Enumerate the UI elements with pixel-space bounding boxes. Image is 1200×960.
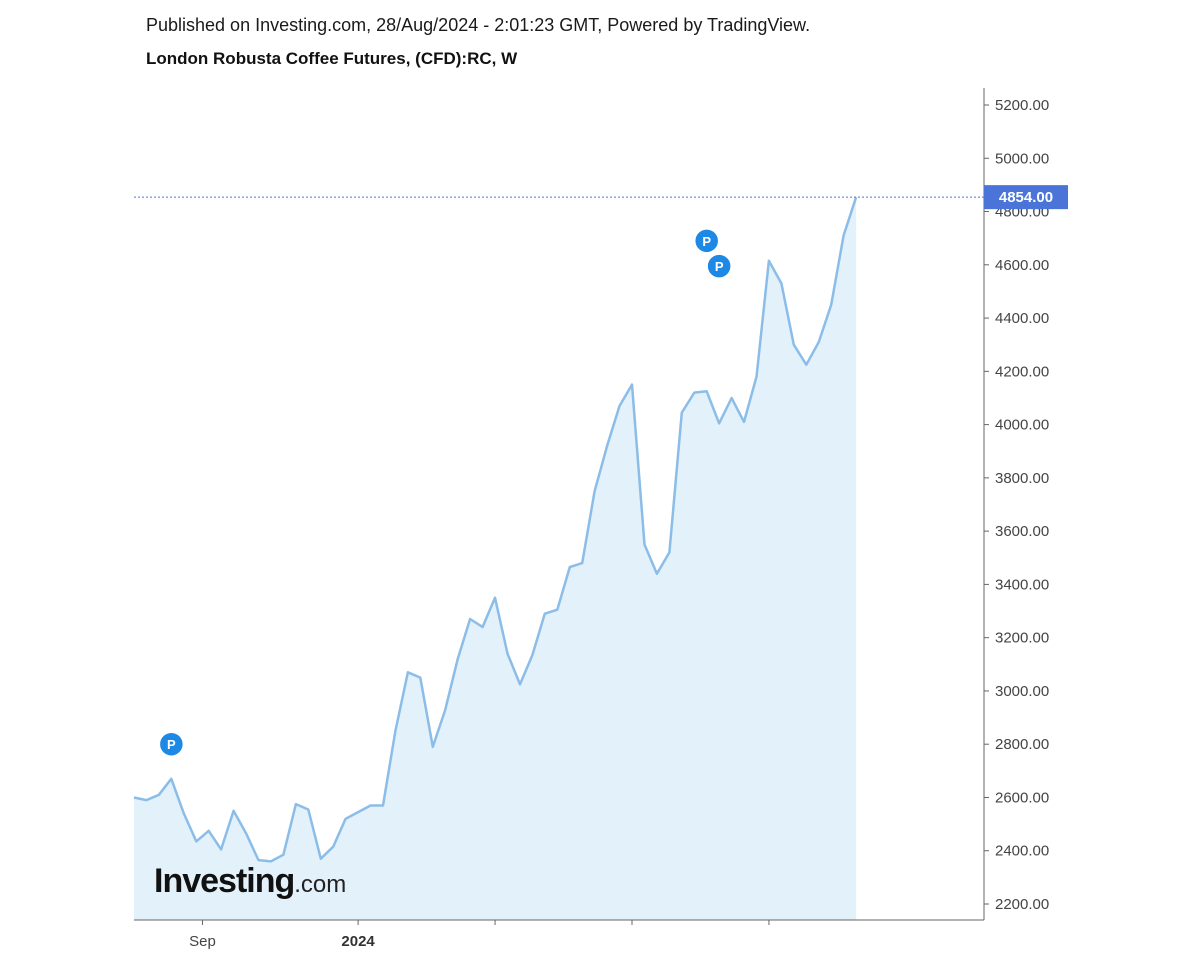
y-tick-label: 4000.00	[995, 417, 1049, 434]
y-tick-label: 3600.00	[995, 523, 1049, 540]
last-price-badge	[984, 185, 1068, 210]
y-tick-label: 2600.00	[995, 789, 1049, 806]
y-tick-label: 5000.00	[995, 150, 1049, 167]
investing-logo: Investing.com	[154, 862, 346, 901]
marker-circle	[693, 228, 720, 254]
marker-label: P	[702, 234, 711, 249]
y-tick-label: 4400.00	[995, 310, 1049, 327]
marker-label: P	[167, 737, 176, 752]
y-tick-label: 5200.00	[995, 97, 1049, 114]
y-tick-label: 4600.00	[995, 257, 1049, 274]
event-marker: P	[158, 731, 185, 757]
price-line	[133, 196, 858, 863]
marker-circle	[158, 731, 185, 757]
event-markers: PPP	[158, 228, 732, 757]
line-layer	[133, 196, 858, 863]
y-tick-label: 3800.00	[995, 470, 1049, 487]
event-marker: P	[693, 228, 720, 254]
event-marker: P	[706, 253, 732, 279]
last-price-label: 4854.00	[999, 189, 1053, 206]
axis-layer	[134, 88, 985, 921]
last-price-layer: 4854.00	[134, 185, 1068, 210]
y-tick-label: 3200.00	[995, 630, 1049, 647]
x-tick-label: 2024	[341, 933, 375, 950]
marker-circle	[706, 253, 732, 279]
chart-title: London Robusta Coffee Futures, (CFD):RC,…	[146, 49, 518, 68]
y-tick-label: 4200.00	[995, 363, 1049, 380]
published-note: Published on Investing.com, 28/Aug/2024 …	[146, 15, 811, 35]
area-layer	[134, 197, 857, 920]
logo-text: Investing	[154, 862, 295, 900]
area-fill	[134, 197, 857, 920]
y-tick-label: 2200.00	[995, 896, 1049, 913]
y-tick-label: 2800.00	[995, 736, 1049, 753]
y-tick-label: 2400.00	[995, 843, 1049, 860]
y-axis-ticks: 2200.00 2400.00 2600.00 2800.00 3000.00 3200.…	[984, 97, 1049, 913]
marker-label: P	[715, 259, 724, 274]
y-tick-label: 3400.00	[995, 576, 1049, 593]
y-tick-label: 3000.00	[995, 683, 1049, 700]
x-axis-ticks: Sep 2024	[189, 920, 770, 950]
logo-suffix: .com	[294, 871, 347, 898]
x-tick-label: Sep	[189, 933, 216, 950]
